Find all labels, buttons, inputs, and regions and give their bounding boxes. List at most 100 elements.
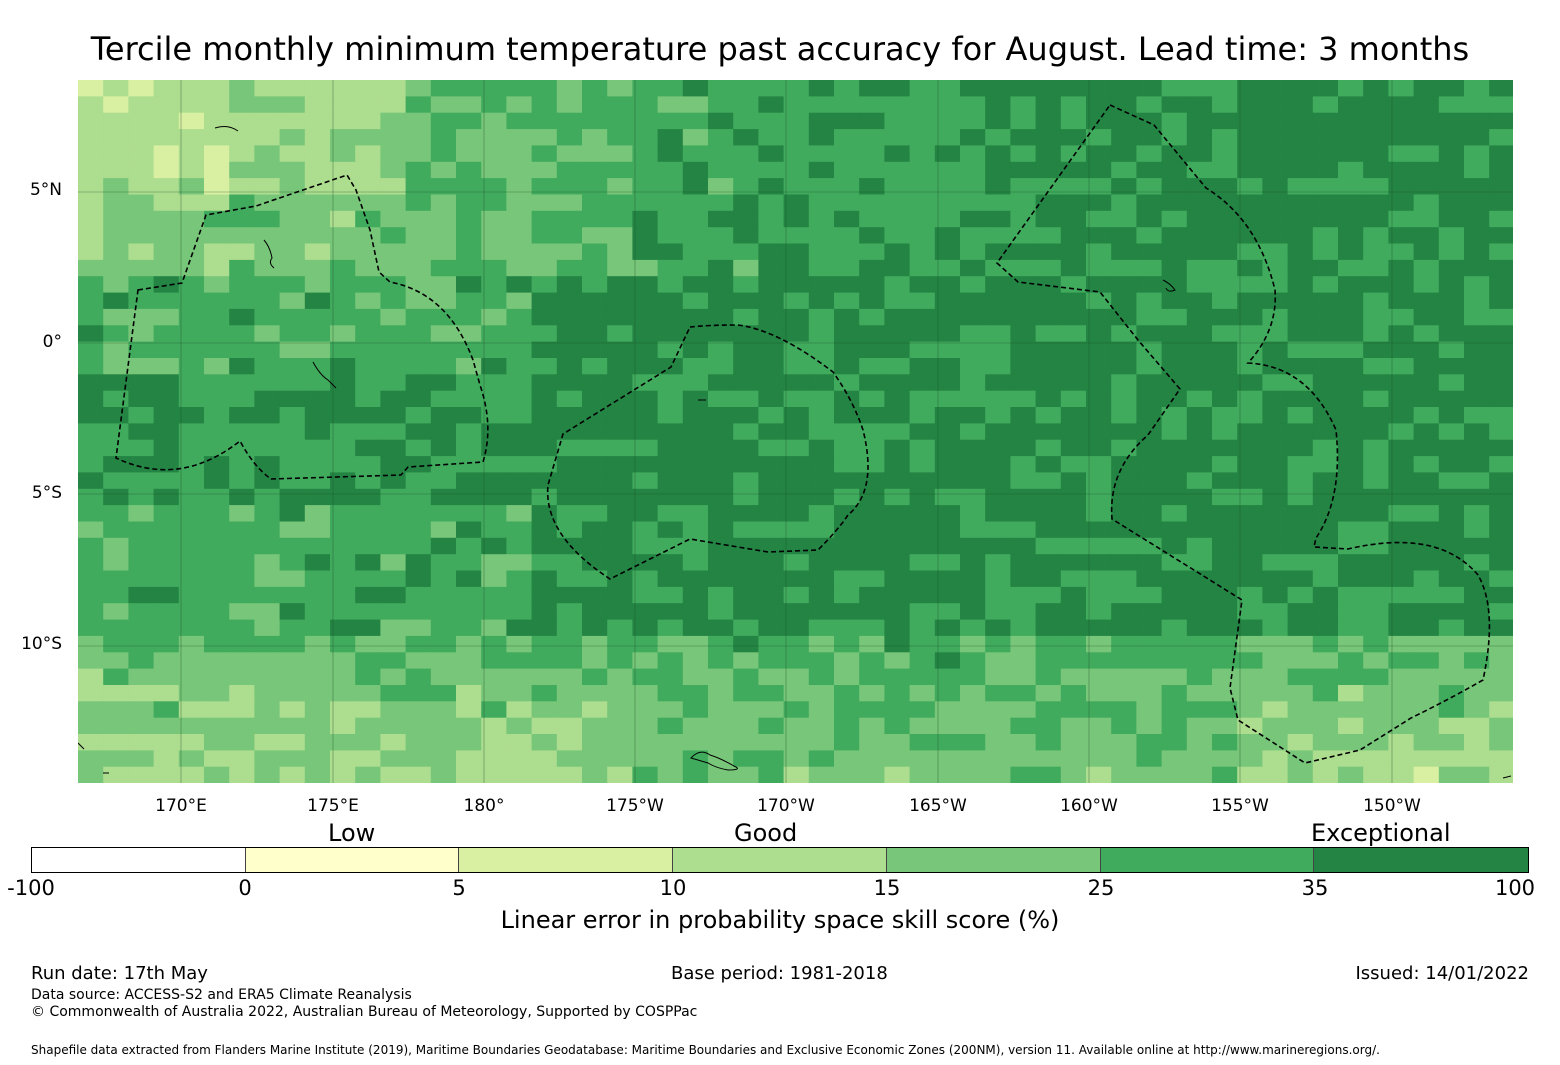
grid-cell bbox=[1186, 586, 1213, 604]
grid-cell bbox=[1111, 243, 1137, 261]
grid-cell bbox=[657, 488, 684, 506]
grid-cell bbox=[430, 358, 457, 375]
grid-cell bbox=[682, 259, 709, 277]
grid-cell bbox=[304, 635, 331, 653]
grid-cell bbox=[1086, 243, 1112, 261]
grid-cell bbox=[1136, 325, 1163, 343]
grid-cell bbox=[1010, 750, 1037, 768]
grid-cell bbox=[859, 635, 885, 653]
grid-cell bbox=[304, 439, 331, 457]
grid-cell bbox=[708, 129, 734, 147]
grid-cell bbox=[1438, 750, 1465, 768]
grid-cell bbox=[128, 308, 155, 326]
grid-cell bbox=[405, 145, 432, 163]
grid-cell bbox=[1438, 259, 1465, 277]
grid-cell bbox=[632, 717, 659, 735]
grid-cell bbox=[1111, 521, 1137, 539]
grid-cell bbox=[1388, 472, 1415, 490]
grid-cell bbox=[783, 227, 810, 245]
grid-cell bbox=[1287, 488, 1314, 506]
grid-cell bbox=[1111, 210, 1137, 228]
grid-cell bbox=[456, 243, 482, 261]
grid-cell bbox=[1388, 325, 1415, 343]
grid-cell bbox=[1338, 652, 1364, 670]
grid-cell bbox=[1186, 570, 1213, 588]
grid-cell bbox=[1111, 374, 1137, 392]
grid-cell bbox=[103, 210, 129, 228]
grid-cell bbox=[456, 456, 482, 474]
grid-cell bbox=[304, 112, 331, 130]
grid-cell bbox=[1363, 243, 1389, 261]
grid-cell bbox=[1237, 570, 1263, 588]
grid-cell bbox=[531, 210, 558, 228]
grid-cell bbox=[1237, 358, 1263, 375]
grid-cell bbox=[531, 80, 558, 97]
lon-label: 160°W bbox=[1060, 796, 1118, 816]
grid-cell bbox=[430, 325, 457, 343]
grid-cell bbox=[934, 619, 961, 637]
grid-cell bbox=[708, 586, 734, 604]
grid-cell bbox=[178, 210, 205, 228]
grid-cell bbox=[254, 652, 281, 670]
grid-cell bbox=[556, 161, 583, 179]
grid-cell bbox=[1413, 325, 1440, 343]
grid-cell bbox=[1111, 603, 1137, 621]
grid-cell bbox=[1287, 652, 1314, 670]
grid-cell bbox=[909, 178, 936, 196]
grid-cell bbox=[859, 374, 885, 392]
grid-cell bbox=[607, 276, 633, 294]
grid-cell bbox=[859, 407, 885, 424]
grid-cell bbox=[733, 766, 759, 783]
grid-cell bbox=[632, 603, 659, 621]
grid-cell bbox=[1237, 325, 1263, 343]
grid-cell bbox=[1489, 276, 1513, 294]
grid-cell bbox=[884, 750, 911, 768]
grid-cell bbox=[1363, 521, 1389, 539]
grid-cell bbox=[78, 308, 104, 326]
grid-cell bbox=[279, 685, 306, 702]
grid-cell bbox=[304, 701, 331, 719]
grid-cell bbox=[1060, 259, 1087, 277]
grid-cell bbox=[1086, 161, 1112, 179]
grid-cell bbox=[884, 586, 911, 604]
grid-cell bbox=[632, 701, 659, 719]
grid-cell bbox=[304, 734, 331, 751]
grid-cell bbox=[1287, 472, 1314, 490]
grid-cell bbox=[960, 603, 986, 621]
grid-cell bbox=[78, 96, 104, 114]
grid-cell bbox=[909, 374, 936, 392]
grid-cell bbox=[632, 439, 659, 457]
grid-cell bbox=[78, 292, 104, 310]
grid-cell bbox=[783, 635, 810, 653]
grid-cell bbox=[1086, 554, 1112, 572]
grid-cell bbox=[1413, 734, 1440, 751]
grid-cell bbox=[708, 423, 734, 441]
grid-cell bbox=[506, 341, 533, 359]
grid-cell bbox=[153, 570, 180, 588]
grid-cell bbox=[1388, 586, 1415, 604]
grid-cell bbox=[380, 456, 407, 474]
grid-cell bbox=[1212, 472, 1238, 490]
grid-cell bbox=[178, 717, 205, 735]
grid-cell bbox=[1035, 194, 1062, 212]
grid-cell bbox=[1212, 243, 1238, 261]
grid-cell bbox=[632, 570, 659, 588]
grid-cell bbox=[229, 734, 255, 751]
grid-cell bbox=[78, 668, 104, 686]
grid-cell bbox=[254, 603, 281, 621]
grid-cell bbox=[254, 439, 281, 457]
grid-cell bbox=[909, 472, 936, 490]
grid-cell bbox=[355, 407, 381, 424]
grid-cell bbox=[103, 554, 129, 572]
grid-cell bbox=[884, 276, 911, 294]
grid-cell bbox=[682, 423, 709, 441]
grid-cell bbox=[456, 325, 482, 343]
category-good: Good bbox=[734, 819, 798, 847]
grid-cell bbox=[783, 537, 810, 555]
grid-cell bbox=[531, 635, 558, 653]
grid-cell bbox=[758, 717, 785, 735]
grid-cell bbox=[985, 554, 1011, 572]
grid-cell bbox=[632, 407, 659, 424]
grid-cell bbox=[1338, 308, 1364, 326]
grid-cell bbox=[1464, 570, 1490, 588]
